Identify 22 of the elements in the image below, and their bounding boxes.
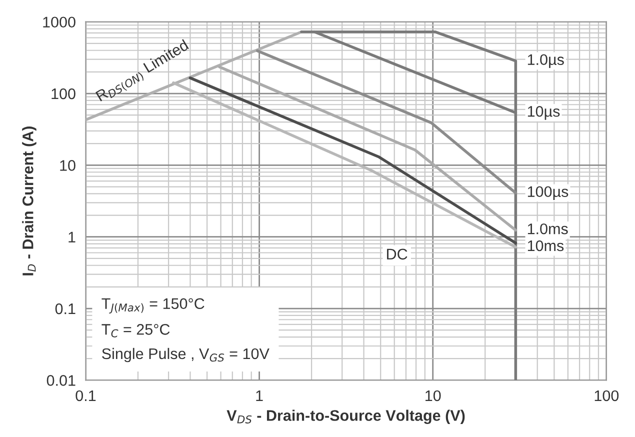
series-label: 1.0µs <box>528 54 564 68</box>
y-tick-label: 1000 <box>43 16 76 28</box>
series-label: 10ms <box>528 240 564 252</box>
series-label: 1.0ms <box>528 223 568 234</box>
y-tick-label: 100 <box>52 88 76 100</box>
x-tick-label: 100 <box>594 390 619 402</box>
x-axis-title: V$_{DS}$ - Drain-to-Source Voltage (V) <box>226 410 465 424</box>
y-axis-title: I$_{D}$ - Drain Current (A) <box>22 126 36 276</box>
x-tick-label: 0.1 <box>76 390 96 402</box>
annotation: T$_{J(Max)}$ = 150°C <box>102 298 204 314</box>
annotation: Single Pulse , V$_{GS}$ = 10V <box>102 348 270 362</box>
annotation: DC <box>387 248 408 260</box>
y-tick-label: 10 <box>60 160 76 171</box>
annotation: R$_{DS(ON)}$ Limited <box>95 39 191 105</box>
x-tick-label: 10 <box>426 390 441 402</box>
annotation: T$_{C}$ = 25°C <box>102 324 170 338</box>
series-label: 100µs <box>528 186 568 200</box>
series-label: 10µs <box>528 106 560 120</box>
y-tick-label: 0.01 <box>46 375 76 386</box>
y-tick-label: 1 <box>68 232 76 242</box>
x-tick-label: 1 <box>256 390 263 401</box>
y-tick-label: 0.1 <box>55 303 76 314</box>
